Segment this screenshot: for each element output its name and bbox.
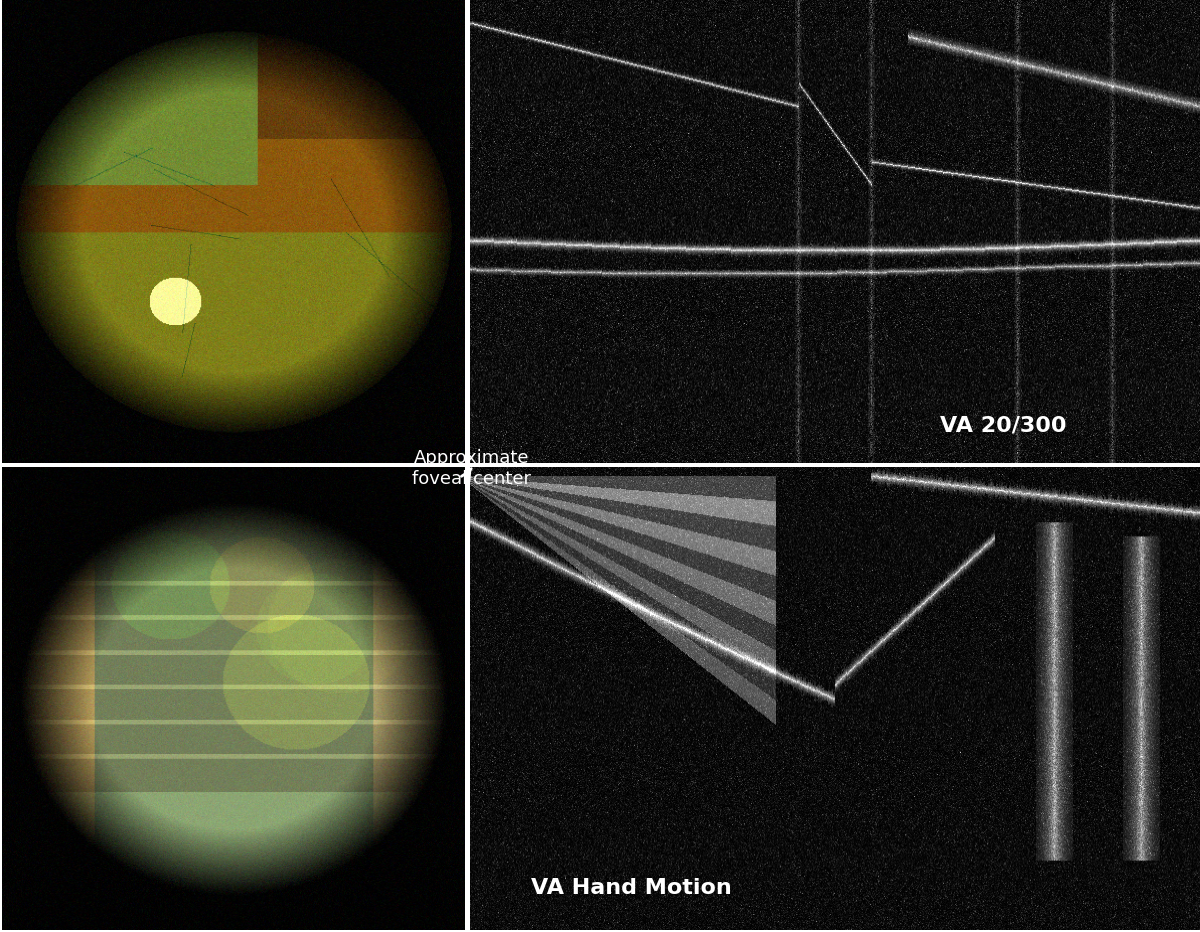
Text: Approximate
foveal center: Approximate foveal center	[412, 449, 530, 488]
Text: VA 20/300: VA 20/300	[940, 416, 1067, 436]
Text: VA Hand Motion: VA Hand Motion	[530, 879, 731, 898]
